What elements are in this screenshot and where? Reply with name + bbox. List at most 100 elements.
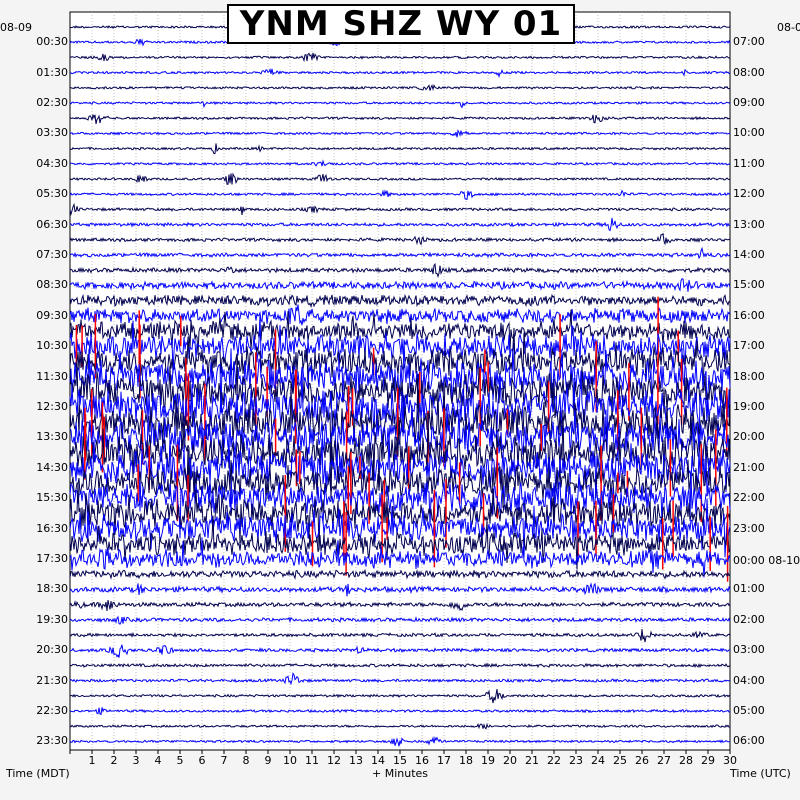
x-tick-label: 15: [393, 754, 407, 767]
right-hour-label: 23:00: [733, 521, 765, 535]
left-hour-label: 13:30: [36, 430, 68, 444]
trace-line: [69, 262, 731, 278]
x-tick-label: 2: [110, 754, 118, 767]
right-hour-label: 04:00: [733, 673, 765, 687]
left-axis-label: Time (MDT): [6, 767, 70, 780]
right-date-change-label: 00:00 08-10: [733, 554, 800, 567]
trace-line: [69, 600, 731, 612]
x-tick-label: 27: [657, 754, 671, 767]
left-hour-label: 11:30: [36, 369, 68, 383]
x-tick-label: 25: [613, 754, 627, 767]
trace-line: [69, 568, 731, 580]
left-hour-label: 09:30: [36, 308, 68, 322]
title-box: YNM SHZ WY 01: [227, 4, 575, 44]
x-tick-label: 5: [176, 754, 184, 767]
trace-line: [69, 628, 731, 643]
x-tick-label: 18: [459, 754, 473, 767]
left-hour-label: 15:30: [36, 491, 68, 505]
right-hour-label: 18:00: [733, 369, 765, 383]
trace-line: [69, 707, 731, 716]
trace-line: [69, 409, 731, 502]
left-hour-label: 07:30: [36, 248, 68, 261]
x-tick-label: 14: [371, 754, 385, 767]
x-tick-label: 23: [569, 754, 583, 767]
right-date-label: 08-0: [777, 21, 800, 34]
trace-line: [69, 449, 731, 517]
left-hour-label: 06:30: [36, 217, 68, 231]
trace-line: [69, 304, 731, 326]
x-tick-label: 3: [132, 754, 140, 767]
trace-line: [69, 368, 731, 455]
left-hour-label: 19:30: [36, 612, 68, 626]
left-hour-label: 10:30: [36, 339, 68, 353]
left-hour-label: 18:30: [36, 582, 68, 596]
x-tick-label: 30: [723, 754, 737, 767]
trace-line: [69, 615, 731, 625]
trace-line: [69, 722, 731, 730]
x-tick-label: 11: [305, 754, 319, 767]
trace-line: [69, 172, 731, 185]
right-hour-label: 16:00: [733, 308, 765, 322]
right-hour-label: 14:00: [733, 248, 765, 261]
x-tick-label: 20: [503, 754, 517, 767]
right-hour-label: 12:00: [733, 187, 765, 201]
trace-line: [69, 434, 731, 513]
x-tick-label: 28: [679, 754, 693, 767]
x-tick-label: 17: [437, 754, 451, 767]
trace-line: [69, 498, 731, 558]
x-tick-label: 9: [264, 754, 272, 767]
trace-line: [69, 246, 731, 260]
trace-line: [69, 672, 731, 686]
trace-line: [69, 309, 731, 355]
left-hour-label: 01:30: [36, 65, 68, 79]
x-tick-label: 6: [198, 754, 206, 767]
x-tick-label: 7: [220, 754, 228, 767]
right-hour-label: 10:00: [733, 126, 765, 140]
trace-line: [69, 143, 731, 155]
left-hour-label: 23:30: [36, 734, 68, 748]
left-hour-label: 17:30: [36, 552, 68, 565]
left-hour-label: 20:30: [36, 643, 68, 657]
x-tick-label: 10: [283, 754, 297, 767]
trace-line: [69, 278, 731, 292]
right-hour-label: 09:00: [733, 96, 765, 109]
x-tick-label: 13: [349, 754, 363, 767]
left-hour-label: 22:30: [36, 704, 68, 717]
trace-line: [69, 232, 731, 246]
left-hour-label: 12:30: [36, 400, 68, 413]
trace-line: [69, 689, 731, 704]
x-tick-label: 4: [154, 754, 162, 767]
trace-line: [69, 582, 731, 597]
right-axis-label: Time (UTC): [730, 767, 791, 780]
trace-line: [69, 202, 731, 217]
trace-line: [69, 327, 731, 394]
trace-line: [69, 644, 731, 658]
x-axis-label: + Minutes: [372, 767, 429, 780]
left-hour-label: 04:30: [36, 156, 68, 170]
left-hour-label: 21:30: [36, 673, 68, 687]
trace-line: [69, 736, 731, 747]
x-tick-label: 22: [547, 754, 561, 767]
trace-line: [69, 537, 731, 578]
left-hour-label: 14:30: [36, 460, 68, 474]
right-hour-label: 01:00: [733, 582, 765, 596]
x-tick-label: 19: [481, 754, 495, 767]
trace-line: [69, 129, 731, 138]
right-hour-label: 03:00: [733, 643, 765, 657]
left-date-label: 08-09: [0, 21, 32, 34]
trace-line: [69, 83, 731, 92]
x-tick-label: 21: [525, 754, 539, 767]
x-tick-label: 26: [635, 754, 649, 767]
right-hour-label: 19:00: [733, 400, 765, 413]
right-hour-label: 17:00: [733, 339, 765, 353]
right-hour-label: 11:00: [733, 156, 765, 170]
trace-line: [69, 293, 731, 308]
x-tick-label: 1: [88, 754, 96, 767]
trace-line: [70, 52, 731, 63]
chart-title: YNM SHZ WY 01: [239, 4, 563, 44]
right-hour-label: 20:00: [733, 430, 765, 444]
x-tick-label: 8: [242, 754, 250, 767]
trace-line: [69, 515, 731, 570]
x-tick-label: 24: [591, 754, 605, 767]
